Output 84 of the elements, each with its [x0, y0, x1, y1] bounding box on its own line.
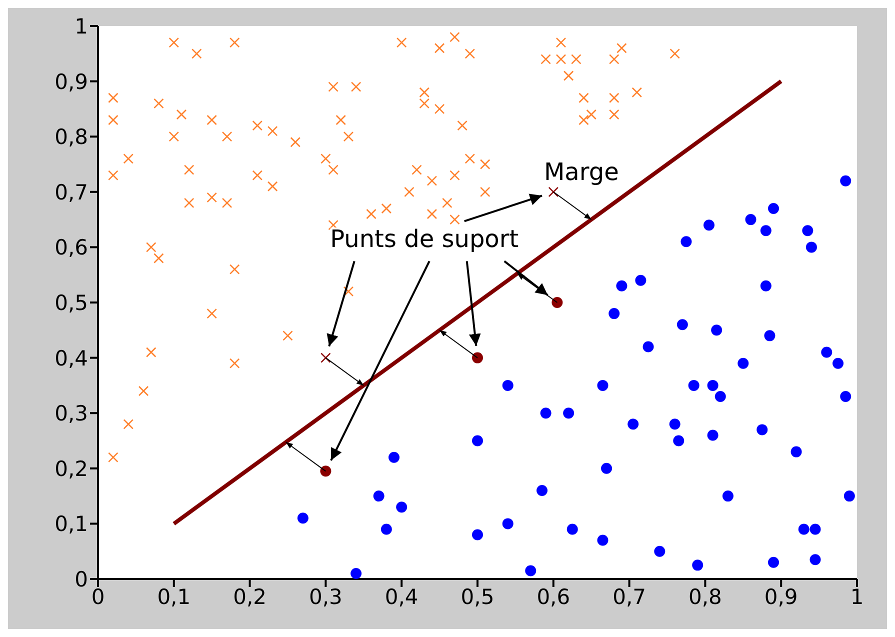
point — [821, 346, 832, 358]
point — [373, 490, 384, 502]
point — [472, 435, 483, 446]
point — [502, 518, 514, 530]
point — [472, 529, 483, 540]
point — [760, 225, 772, 236]
point — [350, 568, 362, 579]
y-tick-label: 0,2 — [54, 456, 88, 481]
point — [502, 380, 514, 391]
point — [548, 186, 559, 198]
y-tick-label: 0,9 — [54, 70, 88, 94]
x-tick-label: 0,9 — [764, 584, 798, 609]
point — [525, 565, 536, 576]
point — [722, 490, 734, 502]
point — [597, 380, 608, 391]
point — [673, 435, 684, 446]
point — [472, 352, 483, 364]
point — [563, 408, 574, 419]
point — [840, 391, 852, 402]
point — [840, 175, 852, 186]
point — [810, 554, 821, 566]
point — [669, 418, 680, 430]
point — [320, 466, 332, 477]
point — [540, 408, 552, 419]
point — [810, 524, 821, 535]
point — [552, 297, 563, 308]
y-tick-label: 0,5 — [54, 290, 88, 315]
point — [768, 202, 780, 214]
y-tick-label: 0,1 — [54, 512, 88, 536]
x-tick-label: 0,2 — [233, 584, 267, 609]
point — [832, 358, 844, 369]
point — [566, 524, 578, 535]
point — [768, 556, 780, 568]
x-tick-label: 0 — [91, 584, 105, 609]
point — [654, 546, 666, 557]
x-tick-label: 0,7 — [612, 584, 646, 609]
point — [297, 512, 308, 524]
point — [688, 380, 700, 391]
point — [597, 534, 608, 546]
point — [707, 380, 718, 391]
point — [806, 242, 817, 253]
point — [738, 358, 749, 369]
point — [536, 485, 548, 496]
x-tick-label: 0,5 — [460, 584, 494, 609]
point — [380, 524, 392, 535]
x-tick-label: 0,6 — [536, 584, 570, 609]
y-tick-label: 0,3 — [54, 402, 88, 426]
point — [790, 446, 802, 458]
point — [680, 236, 692, 248]
point — [745, 214, 756, 226]
point — [692, 560, 704, 571]
point — [756, 424, 768, 436]
x-tick-label: 0,1 — [157, 584, 191, 609]
y-tick-label: 0,4 — [54, 346, 88, 370]
annotation: Punts de suport — [330, 225, 519, 254]
point — [320, 352, 331, 363]
point — [798, 524, 810, 535]
x-tick-label: 0,8 — [688, 584, 722, 609]
y-tick-label: 0,6 — [54, 236, 88, 260]
point — [714, 391, 726, 402]
point — [616, 280, 628, 292]
y-tick-label: 0,8 — [54, 125, 88, 150]
point — [642, 341, 654, 352]
point — [396, 502, 408, 513]
point — [802, 225, 814, 236]
y-tick-label: 0,7 — [54, 180, 88, 204]
y-tick-label: 0 — [74, 567, 88, 592]
point — [676, 319, 688, 330]
x-tick-label: 0,4 — [384, 584, 418, 609]
point — [703, 220, 714, 231]
x-tick-label: 0,3 — [308, 584, 342, 609]
point — [608, 308, 620, 320]
y-tick-label: 1 — [74, 14, 88, 38]
point — [711, 324, 722, 336]
point — [844, 490, 855, 502]
point — [707, 430, 718, 441]
point — [635, 274, 646, 286]
x-tick-label: 1 — [850, 584, 864, 609]
point — [764, 330, 776, 342]
point — [760, 280, 772, 292]
point — [601, 462, 612, 474]
annotation: Marge — [544, 158, 619, 186]
point — [388, 452, 400, 463]
point — [628, 418, 639, 430]
